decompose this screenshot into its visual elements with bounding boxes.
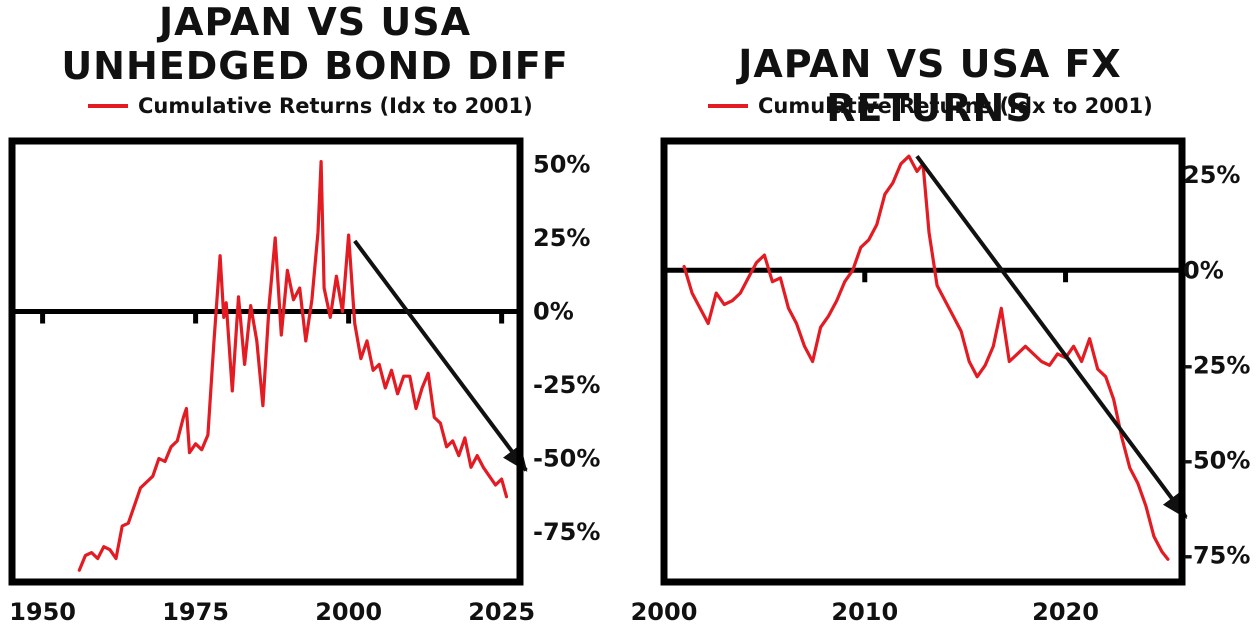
chart-title-line-2: UNHEDGED BOND DIFF: [61, 44, 569, 88]
chart-title: JAPAN VS USA UNHEDGED BOND DIFF: [40, 0, 590, 88]
y-tick-label: -50%: [1183, 446, 1250, 474]
y-tick-label: 25%: [533, 224, 590, 252]
y-tick-label: -75%: [1183, 541, 1250, 569]
series-line-0: [77, 160, 509, 572]
chart-panel-left: JAPAN VS USA UNHEDGED BOND DIFF Cumulati…: [8, 0, 600, 626]
trend-arrow: [915, 155, 1188, 519]
x-tick-label: 2020: [1032, 598, 1099, 626]
legend-swatch: [708, 104, 748, 108]
x-tick-label: 1975: [162, 598, 229, 626]
chart-title-line-1: JAPAN VS USA FX RETURNS: [738, 42, 1122, 130]
y-tick-label: 0%: [1183, 256, 1224, 284]
y-tick-label: 50%: [533, 151, 590, 179]
x-tick-label: 2010: [831, 598, 898, 626]
x-tick-label: 2000: [631, 598, 698, 626]
legend-label: Cumulative Returns (Idx to 2001): [758, 94, 1153, 118]
plot-frame: [660, 137, 1186, 586]
y-tick-label: -25%: [1183, 351, 1250, 379]
chart-legend: Cumulative Returns (Idx to 2001): [708, 94, 1153, 118]
x-tick-label: 1950: [9, 598, 76, 626]
chart-title: JAPAN VS USA FX RETURNS: [640, 42, 1220, 130]
legend-label: Cumulative Returns (Idx to 2001): [138, 94, 533, 118]
x-tick-label: 2025: [468, 598, 535, 626]
y-tick-label: 25%: [1183, 161, 1240, 189]
y-tick-label: -25%: [533, 371, 600, 399]
plot-frame: [8, 137, 524, 586]
chart-title-line-1: JAPAN VS USA: [159, 0, 471, 44]
chart-plot-area: 50% 25% 0% -25% -50% -75% 1950 1975 2000 2025: [8, 137, 600, 626]
x-tick-label: 2000: [315, 598, 382, 626]
y-tick-label: -50%: [533, 445, 600, 473]
legend-swatch: [88, 104, 128, 108]
y-tick-label: -75%: [533, 518, 600, 546]
chart-plot-area: 25% 0% -25% -50% -75% 2000 2010 2020: [631, 137, 1250, 626]
trend-arrow: [353, 239, 528, 472]
chart-panel-right: JAPAN VS USA FX RETURNS Cumulative Retur…: [630, 0, 1259, 641]
series-line-0: [682, 154, 1170, 561]
chart-legend: Cumulative Returns (Idx to 2001): [88, 94, 533, 118]
y-tick-label: 0%: [533, 298, 574, 326]
